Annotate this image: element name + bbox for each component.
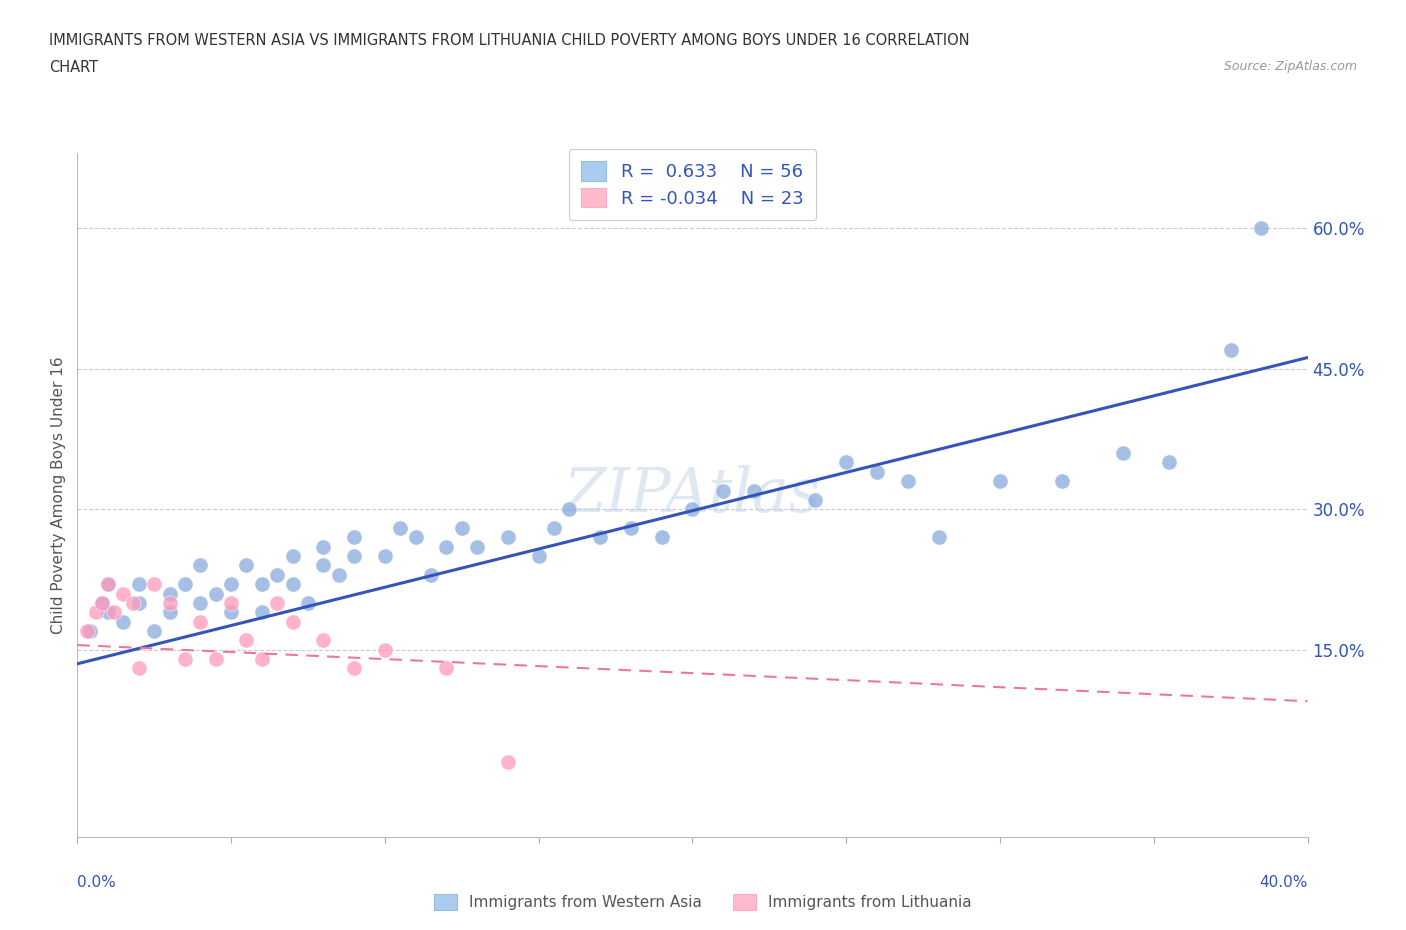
Point: [651, 530, 673, 545]
Point: [312, 539, 335, 554]
Point: [250, 577, 273, 591]
Point: [266, 567, 288, 582]
Point: [328, 567, 350, 582]
Point: [128, 595, 150, 610]
Point: [343, 530, 366, 545]
Point: [711, 483, 734, 498]
Point: [866, 464, 889, 479]
Point: [281, 577, 304, 591]
Point: [343, 661, 366, 676]
Point: [297, 595, 319, 610]
Point: [620, 521, 643, 536]
Point: [219, 577, 242, 591]
Point: [159, 595, 181, 610]
Point: [143, 577, 166, 591]
Point: [450, 521, 472, 536]
Point: [128, 577, 150, 591]
Point: [420, 567, 443, 582]
Point: [219, 595, 242, 610]
Point: [496, 530, 519, 545]
Point: [204, 652, 226, 667]
Point: [465, 539, 488, 554]
Point: [159, 604, 181, 619]
Point: [204, 586, 226, 601]
Point: [558, 502, 581, 517]
Point: [159, 586, 181, 601]
Point: [589, 530, 612, 545]
Text: IMMIGRANTS FROM WESTERN ASIA VS IMMIGRANTS FROM LITHUANIA CHILD POVERTY AMONG BO: IMMIGRANTS FROM WESTERN ASIA VS IMMIGRAN…: [49, 33, 970, 47]
Point: [742, 483, 765, 498]
Text: ZIPAtlas: ZIPAtlas: [564, 465, 821, 525]
Point: [266, 595, 288, 610]
Point: [312, 633, 335, 648]
Point: [188, 595, 212, 610]
Point: [374, 643, 396, 658]
Point: [235, 558, 257, 573]
Point: [97, 577, 120, 591]
Point: [1250, 221, 1272, 236]
Point: [389, 521, 412, 536]
Point: [496, 754, 519, 769]
Point: [112, 586, 135, 601]
Point: [250, 604, 273, 619]
Point: [128, 661, 150, 676]
Point: [90, 595, 114, 610]
Point: [76, 623, 98, 638]
Point: [281, 549, 304, 564]
Point: [436, 539, 458, 554]
Point: [97, 577, 120, 591]
Point: [188, 558, 212, 573]
Point: [103, 604, 125, 619]
Point: [527, 549, 550, 564]
Legend: Immigrants from Western Asia, Immigrants from Lithuania: Immigrants from Western Asia, Immigrants…: [426, 886, 980, 918]
Point: [897, 473, 920, 488]
Text: CHART: CHART: [49, 60, 98, 75]
Point: [84, 604, 107, 619]
Point: [1050, 473, 1073, 488]
Point: [1159, 455, 1181, 470]
Point: [374, 549, 396, 564]
Point: [1112, 445, 1135, 460]
Point: [835, 455, 858, 470]
Point: [174, 577, 197, 591]
Y-axis label: Child Poverty Among Boys Under 16: Child Poverty Among Boys Under 16: [51, 356, 66, 634]
Point: [804, 493, 827, 508]
Point: [143, 623, 166, 638]
Point: [235, 633, 257, 648]
Point: [543, 521, 565, 536]
Point: [928, 530, 950, 545]
Text: 0.0%: 0.0%: [77, 874, 117, 890]
Point: [312, 558, 335, 573]
Text: Source: ZipAtlas.com: Source: ZipAtlas.com: [1223, 60, 1357, 73]
Text: 40.0%: 40.0%: [1260, 874, 1308, 890]
Point: [405, 530, 427, 545]
Point: [121, 595, 143, 610]
Point: [343, 549, 366, 564]
Legend: R =  0.633    N = 56, R = -0.034    N = 23: R = 0.633 N = 56, R = -0.034 N = 23: [568, 149, 817, 220]
Point: [436, 661, 458, 676]
Point: [79, 623, 101, 638]
Point: [250, 652, 273, 667]
Point: [682, 502, 704, 517]
Point: [1219, 342, 1241, 357]
Point: [988, 473, 1011, 488]
Point: [188, 614, 212, 629]
Point: [174, 652, 197, 667]
Point: [219, 604, 242, 619]
Point: [112, 614, 135, 629]
Point: [97, 604, 120, 619]
Point: [90, 595, 114, 610]
Point: [281, 614, 304, 629]
